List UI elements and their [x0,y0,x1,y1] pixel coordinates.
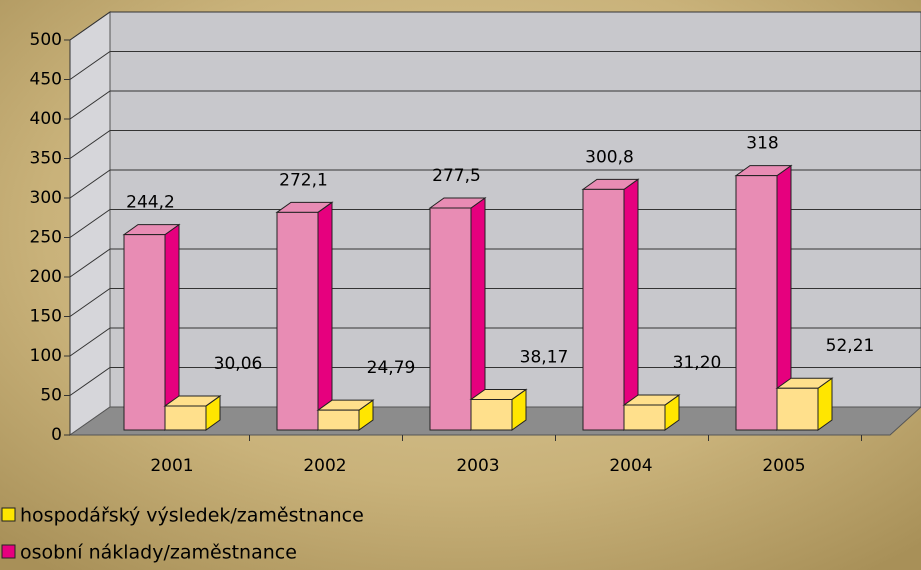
bar-front [429,207,472,431]
value-label: 38,17 [520,347,569,367]
grid-line [69,130,921,159]
y-tick-label: 0 [51,425,62,445]
bar-side [317,201,333,431]
bar-side [623,178,639,431]
value-label: 277,5 [432,166,481,186]
bar [581,178,640,431]
bar-front [123,234,166,431]
value-label: 244,2 [126,193,175,213]
y-tick-label: 50 [40,386,62,406]
value-label: 31,20 [673,353,722,373]
bar-front [276,211,319,431]
grid-line [69,51,921,80]
bar [122,223,181,431]
legend-label: hospodářský výsledek/zaměstnance [20,505,364,527]
value-label: 24,79 [367,358,416,378]
bar [428,197,487,431]
grid-line [69,209,921,238]
bar-front [735,175,778,431]
x-tick-label: 2004 [609,456,652,476]
x-tick-label: 2005 [762,456,805,476]
legend-swatch [1,507,16,522]
y-tick-label: 300 [30,188,62,208]
y-tick-label: 250 [30,228,62,248]
x-tick-label: 2001 [150,456,193,476]
grid-line [69,169,921,199]
value-label: 272,1 [279,170,328,190]
grid-line [69,248,921,278]
y-tick-label: 450 [30,70,62,90]
bar [163,394,222,431]
grid-line [69,367,921,396]
bar-front [623,404,666,431]
y-tick-label: 400 [30,109,62,129]
bar [622,394,681,431]
grid-line [69,90,921,120]
bar-front [470,398,513,431]
bar-front [582,188,625,431]
legend-swatch [1,544,16,559]
x-tick-label: 2003 [456,456,499,476]
value-label: 52,21 [826,336,875,356]
y-tick-label: 200 [30,267,62,287]
grid-line [69,327,921,357]
bar-front [776,387,819,431]
value-label: 30,06 [214,354,263,374]
grid-line [69,288,921,317]
bar [469,388,528,431]
value-label: 318 [746,134,778,154]
bar [316,399,375,431]
y-tick-label: 150 [30,307,62,327]
x-tick-label: 2002 [303,456,346,476]
bar-front [164,405,207,431]
y-tick-label: 100 [30,346,62,366]
bar [775,377,834,431]
legend-label: osobní náklady/zaměstnance [20,542,297,564]
y-tick-label: 500 [30,30,62,50]
y-tick-label: 350 [30,149,62,169]
bar-front [317,409,360,431]
grid-line [69,11,921,41]
bar [275,201,334,431]
value-label: 300,8 [585,147,634,167]
